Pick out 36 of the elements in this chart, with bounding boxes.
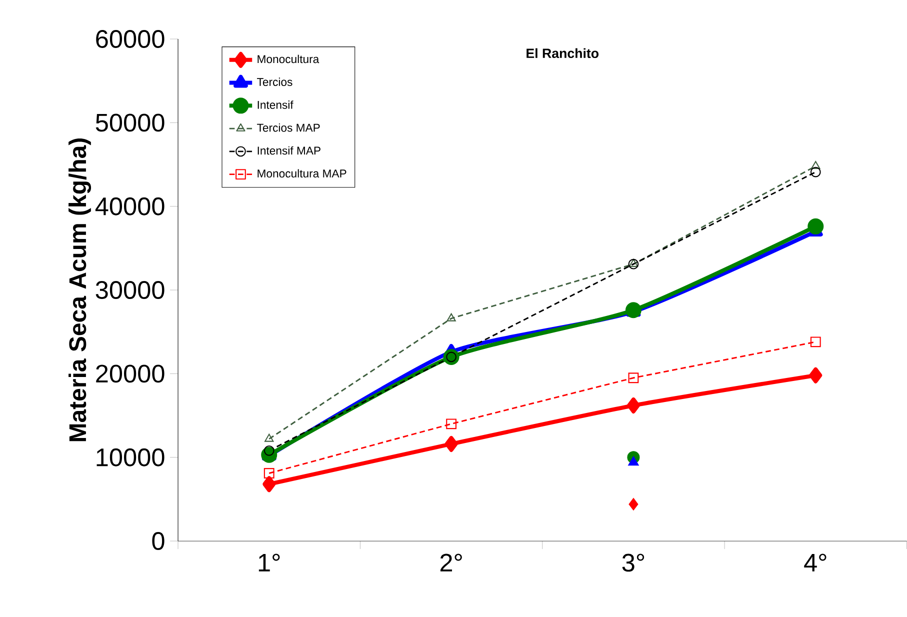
legend-label: Intensif [258, 100, 294, 109]
x-tick-label: 3° [622, 554, 644, 572]
point [446, 418, 456, 430]
point [628, 456, 639, 466]
point [262, 476, 276, 492]
point [809, 367, 822, 384]
x-tick-label: 2° [440, 554, 462, 572]
legend-label: Monocultura [258, 54, 320, 64]
point [808, 218, 824, 234]
y-tick-label: 40000 [95, 197, 164, 216]
point [264, 468, 274, 478]
y-tick-label: 50000 [96, 114, 164, 132]
point [628, 498, 638, 510]
point [628, 372, 639, 384]
legend-label: Tercios [257, 78, 292, 86]
point [628, 258, 638, 267]
text: El Ranchito [526, 48, 599, 58]
point [446, 313, 456, 322]
legend-label: Tercios MAP [257, 123, 320, 132]
y-tick-label: 10000 [96, 448, 164, 466]
legend-label: Monocultura MAP [258, 169, 346, 178]
point [810, 166, 821, 178]
point [264, 434, 274, 442]
x-tick-label: 1° [258, 554, 280, 572]
legend-label: Intensif MAP [258, 146, 320, 155]
point [810, 336, 821, 348]
point [628, 258, 639, 270]
y-tick-label: 60000 [96, 30, 164, 48]
y-tick-label: 0 [152, 532, 164, 550]
point [444, 436, 458, 452]
point [626, 397, 640, 414]
y-tick-label: 20000 [96, 364, 164, 383]
y-tick-label: 30000 [96, 281, 164, 299]
point [811, 160, 820, 170]
y-axis-title: Materia Seca Acum (kg/ha) [68, 138, 92, 442]
x-tick-label: 4° [804, 554, 826, 572]
